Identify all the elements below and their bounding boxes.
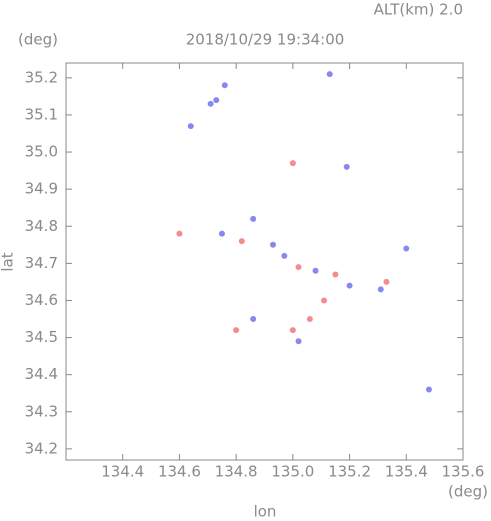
y-axis-label: lat <box>0 252 17 271</box>
echo-point <box>326 71 333 78</box>
x-tick-label: 134.4 <box>101 463 144 481</box>
y-tick-label: 34.4 <box>25 365 58 383</box>
x-tick-label: 135.6 <box>442 463 485 481</box>
y-unit: (deg) <box>18 31 58 49</box>
x-tick-label: 134.8 <box>215 463 258 481</box>
echo-point <box>403 245 410 252</box>
x-tick-label: 135.4 <box>385 463 428 481</box>
echo-point <box>250 316 257 323</box>
echo-point <box>377 286 384 293</box>
y-tick-label: 34.9 <box>25 180 58 198</box>
echo-point <box>332 271 339 278</box>
chart-title: 2018/10/29 19:34:00 <box>186 31 345 49</box>
echo-point <box>233 327 240 334</box>
y-tick-label: 34.5 <box>25 328 58 346</box>
y-tick-label: 35.2 <box>25 68 58 86</box>
echo-point <box>238 238 245 245</box>
y-tick-label: 35.0 <box>25 143 58 161</box>
echo-point <box>312 267 319 274</box>
x-unit: (deg) <box>448 483 488 501</box>
y-tick-label: 34.2 <box>25 439 58 457</box>
y-tick-label: 35.1 <box>25 105 58 123</box>
annotation: ALT(km) 2.0 <box>374 1 463 19</box>
y-tick-label: 34.6 <box>25 291 58 309</box>
echo-point <box>343 163 350 170</box>
echo-point <box>176 230 183 237</box>
x-axis-label: lon <box>254 503 277 521</box>
echo-point <box>281 252 288 259</box>
echo-point <box>213 97 220 104</box>
y-tick-label: 34.7 <box>25 254 58 272</box>
echo-point <box>250 215 257 222</box>
plot-frame <box>65 62 464 461</box>
echo-point <box>207 100 214 107</box>
x-tick-label: 134.6 <box>158 463 201 481</box>
echo-point <box>270 241 277 248</box>
echo-point <box>218 230 225 237</box>
echo-point <box>425 386 432 393</box>
echo-point <box>295 338 302 345</box>
echo-point <box>383 278 390 285</box>
x-tick-label: 135.0 <box>271 463 314 481</box>
echo-point <box>187 123 194 130</box>
echo-point <box>306 316 313 323</box>
y-tick-label: 34.3 <box>25 402 58 420</box>
echo-point <box>321 297 328 304</box>
x-tick-label: 135.2 <box>328 463 371 481</box>
y-tick-label: 34.8 <box>25 217 58 235</box>
echo-point <box>346 282 353 289</box>
echo-point <box>289 327 296 334</box>
echo-point <box>221 82 228 89</box>
echo-point <box>295 264 302 271</box>
echo-point <box>289 160 296 167</box>
